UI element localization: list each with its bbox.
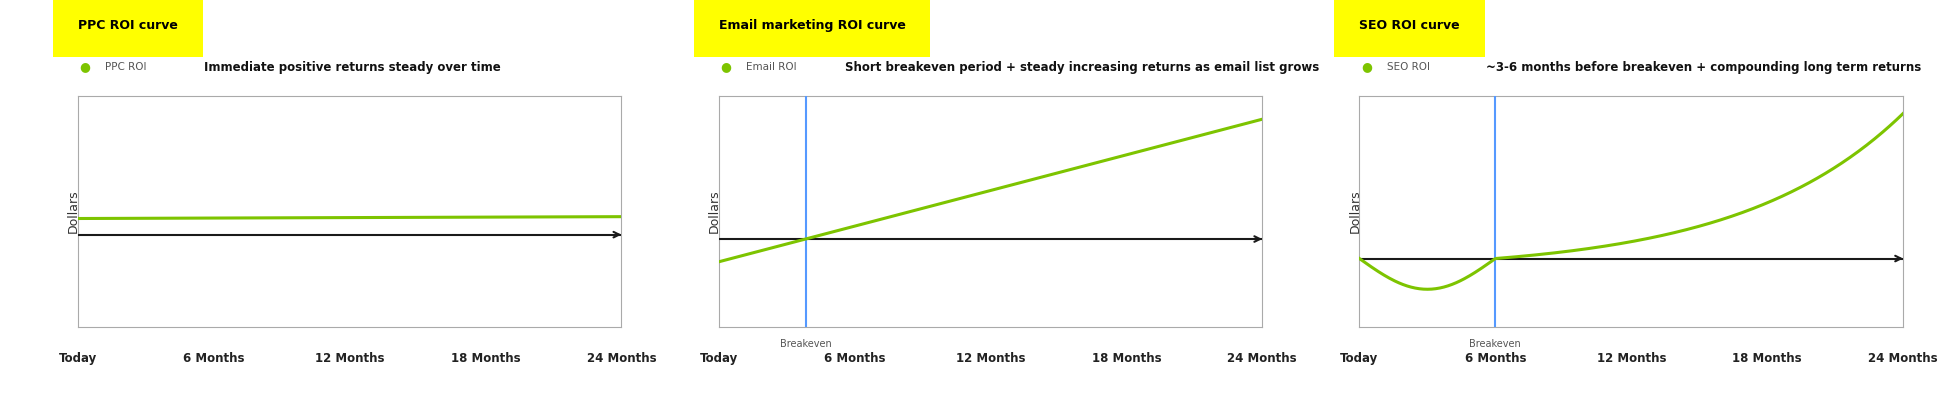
Text: Breakeven: Breakeven bbox=[1470, 339, 1521, 349]
Text: Email marketing ROI curve: Email marketing ROI curve bbox=[719, 18, 905, 32]
Text: PPC ROI curve: PPC ROI curve bbox=[78, 18, 177, 32]
Text: Immediate positive returns steady over time: Immediate positive returns steady over t… bbox=[204, 60, 501, 74]
Text: 24 Months: 24 Months bbox=[1868, 352, 1938, 365]
Text: Short breakeven period + steady increasing returns as email list grows: Short breakeven period + steady increasi… bbox=[845, 60, 1319, 74]
Y-axis label: Dollars: Dollars bbox=[68, 190, 80, 233]
Text: Email ROI: Email ROI bbox=[746, 62, 796, 72]
Text: ●: ● bbox=[720, 60, 732, 74]
Text: 12 Months: 12 Months bbox=[955, 352, 1025, 365]
Text: 24 Months: 24 Months bbox=[1227, 352, 1297, 365]
Text: 12 Months: 12 Months bbox=[1596, 352, 1666, 365]
Text: ●: ● bbox=[1361, 60, 1373, 74]
Text: 18 Months: 18 Months bbox=[451, 352, 520, 365]
Y-axis label: Dollars: Dollars bbox=[709, 190, 720, 233]
Text: 6 Months: 6 Months bbox=[183, 352, 245, 365]
Text: SEO ROI curve: SEO ROI curve bbox=[1359, 18, 1460, 32]
Y-axis label: Dollars: Dollars bbox=[1350, 190, 1361, 233]
Text: 18 Months: 18 Months bbox=[1732, 352, 1802, 365]
Text: 24 Months: 24 Months bbox=[586, 352, 656, 365]
Text: 12 Months: 12 Months bbox=[315, 352, 385, 365]
Text: PPC ROI: PPC ROI bbox=[105, 62, 146, 72]
Text: Breakeven: Breakeven bbox=[779, 339, 831, 349]
Text: Today: Today bbox=[699, 352, 738, 365]
Text: Today: Today bbox=[58, 352, 97, 365]
Text: 6 Months: 6 Months bbox=[823, 352, 886, 365]
Text: Today: Today bbox=[1340, 352, 1379, 365]
Text: ●: ● bbox=[80, 60, 91, 74]
Text: ~3-6 months before breakeven + compounding long term returns: ~3-6 months before breakeven + compoundi… bbox=[1486, 60, 1921, 74]
Text: 6 Months: 6 Months bbox=[1464, 352, 1526, 365]
Text: 18 Months: 18 Months bbox=[1091, 352, 1161, 365]
Text: SEO ROI: SEO ROI bbox=[1387, 62, 1429, 72]
